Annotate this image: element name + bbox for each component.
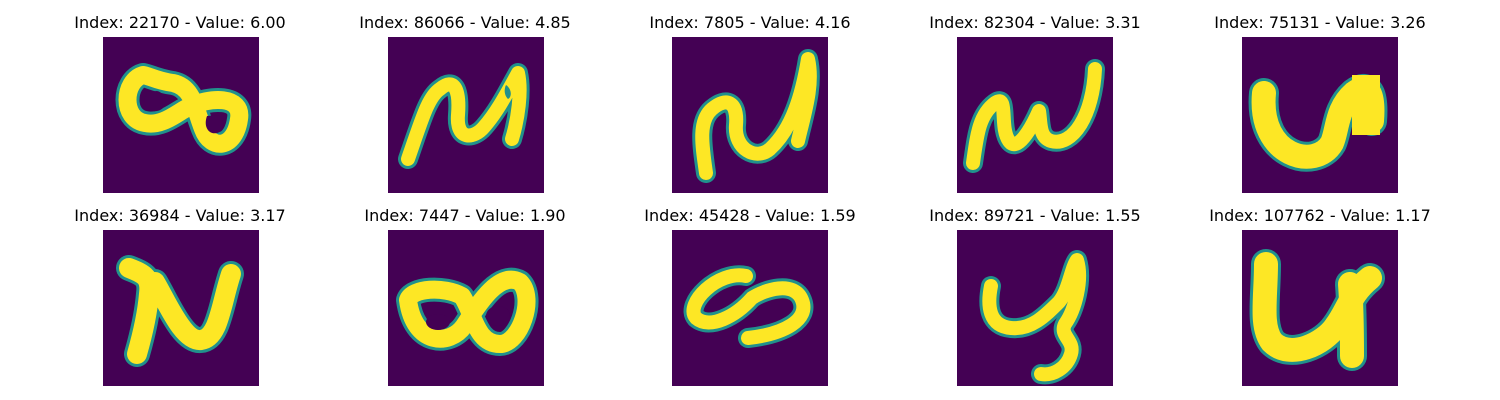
handwritten-glyph-image: [1242, 37, 1398, 193]
panel-title: Index: 7805 - Value: 4.16: [649, 13, 851, 32]
panel-title: Index: 75131 - Value: 3.26: [1214, 13, 1426, 32]
panel-title: Index: 89721 - Value: 1.55: [929, 206, 1141, 225]
panel-title: Index: 22170 - Value: 6.00: [74, 13, 286, 32]
handwritten-glyph-image: [103, 230, 259, 386]
handwritten-glyph-image: [388, 37, 544, 193]
handwritten-glyph-image: [957, 230, 1113, 386]
panel-title: Index: 107762 - Value: 1.17: [1209, 206, 1431, 225]
panel-title: Index: 86066 - Value: 4.85: [359, 13, 571, 32]
glyph-7447: [396, 267, 539, 356]
handwritten-glyph-image: [388, 230, 544, 386]
glyph-89721: [979, 250, 1090, 385]
glyph-107762: [1249, 249, 1385, 371]
panel-title: Index: 45428 - Value: 1.59: [644, 206, 856, 225]
glyph-7805: [692, 49, 820, 183]
handwritten-glyph-image: [1242, 230, 1398, 386]
handwritten-glyph-image: [103, 37, 259, 193]
glyph-36984: [116, 255, 244, 367]
handwritten-glyph-image: [957, 37, 1113, 193]
handwritten-glyph-image: [672, 230, 828, 386]
panel-title: Index: 36984 - Value: 3.17: [74, 206, 286, 225]
panel-title: Index: 82304 - Value: 3.31: [929, 13, 1141, 32]
glyph-22170: [115, 63, 252, 156]
glyph-75131: [1248, 74, 1388, 172]
handwritten-glyph-image: [672, 37, 828, 193]
glyph-86066: [398, 63, 530, 169]
panel-title: Index: 7447 - Value: 1.90: [364, 206, 566, 225]
glyph-82304: [963, 59, 1105, 173]
glyph-45428: [683, 265, 814, 348]
